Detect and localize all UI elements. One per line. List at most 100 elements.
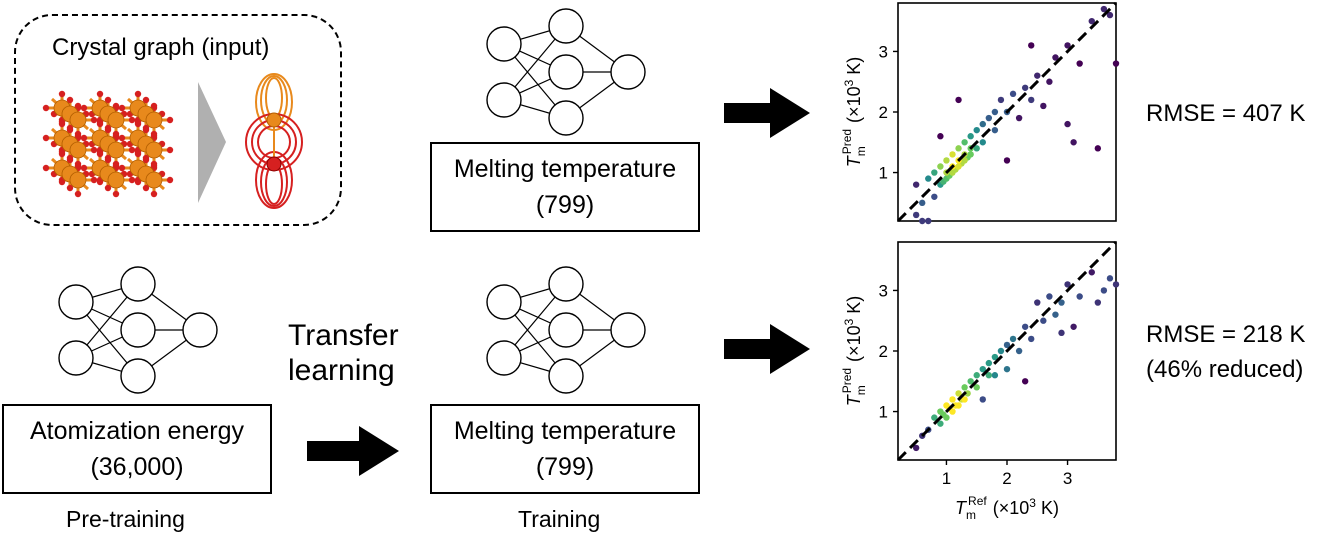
scatter-point <box>955 145 962 152</box>
scatter-point <box>931 169 938 176</box>
crystal-atom-small <box>112 132 120 140</box>
crystal-atom-small <box>150 162 158 170</box>
scatter-point <box>964 390 971 397</box>
scatter-point <box>919 217 926 225</box>
scatter-point <box>1040 102 1047 110</box>
scatter-point <box>1003 365 1011 373</box>
scatter-point <box>1046 293 1053 300</box>
scatter-point <box>1058 299 1065 306</box>
y-axis-label-tail: K) <box>844 57 864 80</box>
scatter-point <box>997 347 1005 355</box>
neural-network-train <box>486 266 646 394</box>
scatter-point <box>979 396 986 403</box>
transfer-line1: Transfer <box>288 319 399 352</box>
crystal-atom-small <box>104 184 112 192</box>
crystal-atom-small <box>66 126 74 134</box>
crystal-structure-illustration <box>42 90 174 198</box>
pretrain-box-line1: Atomization energy <box>29 416 244 445</box>
scatter-point <box>1034 299 1041 306</box>
crystal-atom-small <box>42 104 50 112</box>
scatter-point <box>1046 78 1053 85</box>
y-tick-label: 1 <box>879 164 888 183</box>
x-axis-label-sup: Ref <box>968 494 987 508</box>
scatter-point <box>985 372 993 379</box>
crystal-atom-small <box>128 176 136 184</box>
crystal-atom-small <box>90 146 98 154</box>
crystal-atom-small <box>90 176 98 184</box>
crystal-atom-small <box>66 184 74 192</box>
rmse-bottom-line2: (46% reduced) <box>1146 355 1304 383</box>
scatter-point <box>1100 287 1108 294</box>
nn-node <box>58 340 94 376</box>
scatter-point <box>961 384 968 391</box>
y-tick-label: 1 <box>879 403 888 422</box>
nn-node <box>486 82 522 118</box>
scatter-point <box>979 139 986 146</box>
y-axis-label-symbol: T <box>844 154 864 167</box>
y-tick-label: 3 <box>879 42 888 61</box>
crystal-atom-small <box>128 116 136 124</box>
crystal-atom-large <box>145 171 163 189</box>
crystal-atom-small <box>90 116 98 124</box>
scatter-point <box>1070 139 1077 146</box>
crystal-atom-small <box>104 126 112 134</box>
crystal-atom-small <box>118 164 126 172</box>
nn-node <box>120 266 156 302</box>
y-tick-label: 2 <box>879 103 888 122</box>
crystal-atom-large <box>107 141 125 159</box>
crystal-atom-small <box>66 156 74 164</box>
nn-node <box>486 26 522 62</box>
graph-node-illustration <box>245 73 303 209</box>
scatter-point <box>1112 60 1120 67</box>
transfer-line2: learning <box>288 354 395 388</box>
scatter-point <box>961 139 968 146</box>
nn-node <box>548 312 584 348</box>
train-box-line1: Melting temperature <box>453 416 677 445</box>
top-melting-temperature-box: Melting temperature (799) <box>430 142 700 232</box>
scatter-point <box>1076 293 1083 300</box>
crystal-atom-small <box>150 190 158 198</box>
y-axis-label-unit: (×10 <box>844 325 864 362</box>
crystal-atom-small <box>112 102 120 110</box>
scatter-point <box>1052 311 1059 318</box>
x-axis-label-exp: 3 <box>1029 496 1036 510</box>
scatter-point <box>1028 335 1035 343</box>
graph-transform-wedge <box>198 82 226 203</box>
scatter-point <box>912 211 920 219</box>
crystal-atom-small <box>134 90 142 98</box>
scatter-point <box>973 384 980 391</box>
x-axis-label: TmRef (×103 K) <box>955 494 1059 522</box>
y-axis-label-sub: m <box>854 146 868 156</box>
crystal-atom-large <box>69 111 87 129</box>
x-axis-label-tail: K) <box>1036 498 1059 518</box>
crystal-atom-small <box>150 132 158 140</box>
y-tick-label: 2 <box>879 342 888 361</box>
crystal-atom-small <box>74 102 82 110</box>
crystal-atom-large <box>107 171 125 189</box>
scatter-point <box>1003 157 1011 164</box>
x-tick-label: 1 <box>942 469 951 488</box>
y-axis-label-sup: Pred <box>840 129 854 154</box>
pretrain-box-line2: (36,000) <box>90 453 184 481</box>
scatter-point <box>1094 145 1102 152</box>
nn-node <box>548 100 584 136</box>
scatter-point <box>955 163 962 170</box>
crystal-atom-small <box>42 134 50 142</box>
scatter-point <box>943 157 950 164</box>
crystal-atom-small <box>80 134 88 142</box>
y-axis-label-tail: K) <box>844 296 864 319</box>
nn-node <box>548 358 584 394</box>
crystal-atom-small <box>74 132 82 140</box>
scatter-point <box>912 444 920 452</box>
y-axis-label-exp: 3 <box>842 318 856 325</box>
scatter-point <box>937 133 944 140</box>
crystal-atom-small <box>80 104 88 112</box>
scatter-point <box>1094 299 1102 306</box>
scatter-point <box>1058 329 1065 337</box>
y-axis-label-unit: (×10 <box>844 86 864 123</box>
scatter-point <box>931 414 938 421</box>
scatter-point <box>1009 90 1017 98</box>
scatter-point <box>1021 378 1029 385</box>
